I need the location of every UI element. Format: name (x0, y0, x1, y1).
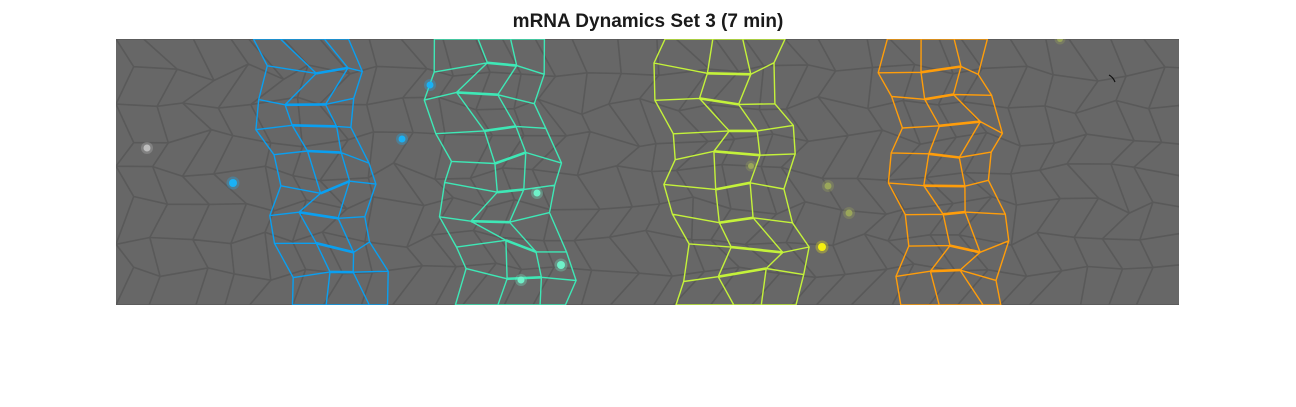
cell-segmentation-canvas (116, 39, 1179, 305)
fluorescent-spot (143, 144, 151, 152)
spot-layer (141, 39, 1066, 286)
fluorescent-spot (1057, 39, 1063, 42)
microscopy-image (116, 39, 1179, 305)
stripe-4-strong-edges (920, 65, 981, 273)
stripe-3-strong-edges (699, 72, 783, 278)
stripe-1 (252, 39, 389, 305)
stripe-1-strong-edges (285, 66, 354, 274)
fluorescent-spot (748, 163, 754, 169)
stripe-layer (252, 39, 1010, 305)
fluorescent-spot (517, 276, 525, 284)
figure-title: mRNA Dynamics Set 3 (7 min) (512, 11, 784, 32)
fluorescent-spot (824, 182, 832, 190)
fluorescent-spot (818, 243, 826, 251)
stripe-2-strong-edges (456, 61, 542, 281)
fluorescent-spot (398, 135, 406, 143)
fluorescent-spot (229, 179, 237, 187)
fluorescent-spot (557, 261, 565, 269)
fluorescent-spot (533, 189, 541, 197)
fluorescent-spot (845, 209, 853, 217)
stripe-2 (423, 39, 577, 305)
debris-mark (1108, 74, 1116, 83)
stripe-4 (877, 39, 1010, 305)
stripe-3 (653, 39, 810, 305)
fluorescent-spot (426, 81, 434, 89)
